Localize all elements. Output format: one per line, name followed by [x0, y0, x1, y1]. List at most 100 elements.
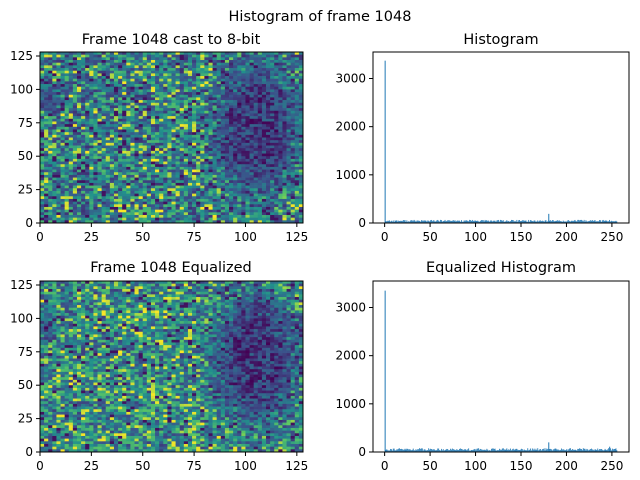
image-pixel	[56, 132, 61, 136]
image-pixel	[171, 193, 176, 197]
image-pixel	[163, 166, 168, 170]
image-pixel	[60, 305, 66, 309]
image-pixel	[200, 204, 205, 208]
image-pixel	[179, 166, 185, 170]
image-pixel	[216, 198, 222, 202]
image-pixel	[76, 283, 82, 287]
image-pixel	[200, 164, 205, 168]
histogram-bar	[536, 221, 538, 223]
image-pixel	[97, 70, 102, 74]
image-pixel	[237, 182, 242, 186]
image-pixel	[278, 209, 283, 213]
image-pixel	[266, 140, 271, 144]
image-pixel	[229, 134, 234, 138]
image-pixel	[237, 124, 242, 128]
image-pixel	[155, 201, 160, 205]
image-pixel	[204, 113, 209, 117]
image-pixel	[290, 73, 296, 77]
image-pixel	[237, 214, 242, 218]
image-pixel	[241, 89, 246, 93]
image-pixel	[64, 70, 70, 74]
image-pixel	[93, 166, 98, 170]
histogram-bar	[476, 220, 478, 223]
image-pixel	[274, 193, 279, 197]
image-pixel	[48, 422, 53, 426]
image-pixel	[150, 92, 156, 96]
image-pixel	[229, 182, 234, 186]
histogram-bar	[438, 220, 440, 223]
image-pixel	[233, 52, 238, 56]
image-pixel	[278, 92, 283, 96]
image-pixel	[290, 172, 296, 176]
image-pixel	[52, 164, 57, 168]
image-pixel	[237, 166, 242, 170]
image-pixel	[64, 62, 70, 66]
image-pixel	[48, 385, 53, 389]
image-pixel	[44, 369, 49, 373]
image-pixel	[68, 395, 74, 399]
image-pixel	[245, 113, 250, 117]
image-pixel	[113, 134, 119, 138]
image-pixel	[101, 161, 107, 165]
image-pixel	[138, 76, 144, 80]
image-pixel	[40, 134, 45, 138]
image-pixel	[155, 188, 160, 192]
image-pixel	[44, 65, 49, 69]
image-pixel	[278, 188, 283, 192]
image-pixel	[257, 140, 263, 144]
histogram-bars	[384, 60, 618, 223]
image-pixel	[40, 313, 45, 317]
image-pixel	[113, 118, 119, 122]
image-pixel	[64, 342, 70, 346]
image-pixel	[48, 409, 53, 413]
image-pixel	[146, 161, 152, 165]
image-pixel	[89, 76, 94, 80]
image-pixel	[40, 435, 45, 439]
image-pixel	[179, 190, 185, 194]
image-pixel	[233, 94, 238, 98]
image-pixel	[233, 164, 238, 168]
image-pixel	[274, 212, 279, 216]
image-pixel	[126, 169, 131, 173]
histogram-bar	[543, 221, 545, 223]
image-pixel	[68, 385, 74, 389]
image-pixel	[183, 129, 189, 133]
image-pixel	[179, 214, 185, 218]
image-pixel	[175, 81, 181, 85]
image-pixel	[44, 97, 49, 101]
image-pixel	[298, 65, 304, 69]
image-pixel	[76, 177, 82, 181]
image-pixel	[138, 212, 144, 216]
image-pixel	[192, 182, 197, 186]
image-pixel	[138, 57, 144, 61]
image-pixel	[76, 180, 82, 184]
image-pixel	[187, 145, 193, 149]
image-pixel	[76, 57, 82, 61]
image-pixel	[282, 190, 287, 194]
image-pixel	[183, 113, 189, 117]
image-pixel	[274, 118, 279, 122]
image-pixel	[183, 161, 189, 165]
image-pixel	[224, 174, 230, 178]
image-pixel	[208, 169, 213, 173]
histogram-bar	[465, 220, 467, 223]
image-pixel	[171, 60, 176, 64]
image-pixel	[208, 60, 213, 64]
image-pixel	[241, 142, 246, 146]
image-pixel	[89, 81, 94, 85]
image-pixel	[270, 156, 275, 160]
image-pixel	[150, 129, 156, 133]
image-pixel	[56, 315, 61, 319]
image-pixel	[48, 145, 53, 149]
image-pixel	[138, 81, 144, 85]
image-pixel	[167, 193, 172, 197]
image-pixel	[81, 100, 86, 104]
image-pixel	[229, 142, 234, 146]
histogram-bar	[421, 220, 422, 223]
image-pixel	[183, 177, 189, 181]
histogram-bar	[454, 220, 456, 223]
image-pixel	[159, 196, 164, 200]
image-pixel	[85, 70, 90, 74]
image-pixel	[44, 214, 49, 218]
image-pixel	[60, 441, 66, 445]
